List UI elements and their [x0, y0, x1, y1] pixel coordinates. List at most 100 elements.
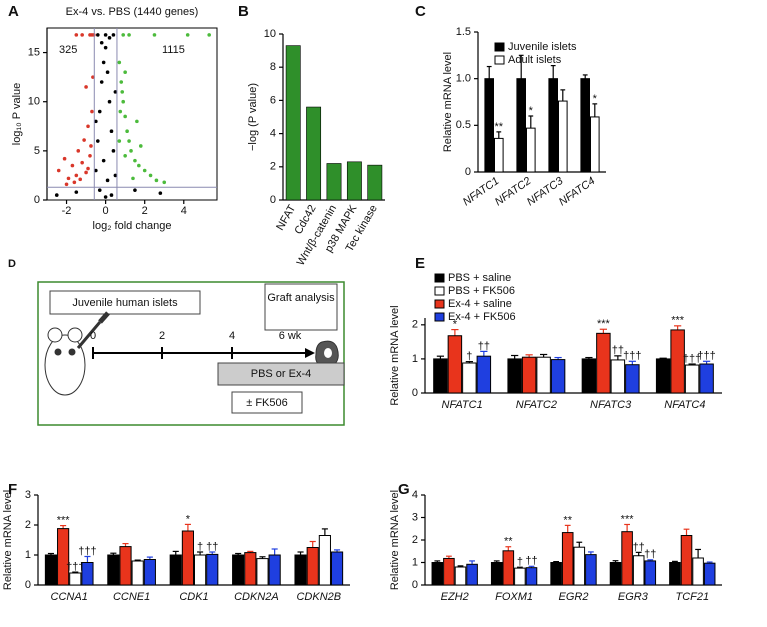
bar: [526, 127, 536, 173]
point: [113, 173, 118, 178]
point: [158, 191, 163, 195]
point: [96, 33, 100, 37]
point: [162, 180, 167, 185]
significance-label: *: [453, 318, 458, 330]
timeline-label: 4: [229, 330, 235, 342]
legend-label: Ex-4 + saline: [448, 298, 512, 310]
y-axis-label: Relative mRNA level: [2, 490, 14, 590]
point: [137, 163, 141, 168]
endpoint-box: [264, 283, 338, 331]
point: [152, 33, 157, 37]
point: [117, 60, 122, 65]
x-tick-label: 4: [181, 205, 187, 217]
timeline-label: 2: [159, 330, 165, 342]
point: [62, 156, 67, 161]
x-tick-label: EGR2: [559, 591, 589, 603]
point: [86, 166, 90, 171]
x-tick-label: CCNE1: [113, 591, 150, 603]
y-tick-label: 1.5: [456, 26, 471, 38]
point: [97, 109, 102, 114]
bar: [670, 329, 685, 394]
point: [94, 168, 98, 173]
y-tick-label: 10: [264, 28, 276, 40]
timeline-label: 0: [90, 330, 96, 342]
legend-label: PBS + saline: [448, 272, 511, 284]
legend-swatch: [434, 286, 445, 296]
graft-icon: [324, 348, 332, 358]
panel-label: A: [8, 3, 19, 20]
bar: [484, 78, 494, 173]
point: [127, 33, 131, 37]
bar: [703, 562, 716, 586]
y-tick-label: 1.0: [456, 73, 471, 85]
point: [56, 168, 61, 173]
legend-swatch: [494, 42, 505, 52]
bar: [462, 362, 477, 394]
point: [80, 160, 84, 165]
bar: [550, 562, 562, 586]
point: [111, 33, 116, 37]
bar: [632, 555, 645, 586]
point: [101, 60, 106, 65]
bar: [294, 554, 307, 586]
significance-label: ††: [525, 555, 537, 567]
point: [113, 90, 118, 94]
significance-label: ***: [57, 515, 71, 527]
panel-label: E: [415, 255, 425, 272]
bar: [692, 557, 704, 586]
significance-label: *: [593, 93, 598, 105]
bar: [169, 554, 182, 586]
bar: [306, 106, 322, 201]
y-tick-label: 0: [412, 387, 418, 399]
bar: [268, 554, 281, 586]
y-tick-label: 2: [270, 161, 276, 173]
y-tick-label: 5: [34, 145, 40, 157]
point: [84, 170, 88, 175]
x-tick-label: CDK1: [179, 591, 208, 603]
y-tick-label: 0: [465, 166, 471, 178]
bar: [256, 558, 269, 586]
point: [54, 193, 59, 197]
y-tick-label: 4: [412, 489, 418, 501]
x-tick-label: CDKN2A: [234, 591, 279, 603]
x-tick-label: NFATC4: [557, 175, 598, 208]
cotreatment-label: ± FK506: [246, 397, 288, 409]
point: [123, 114, 127, 119]
point: [129, 149, 133, 153]
bar: [81, 562, 94, 586]
significance-label: *: [529, 105, 534, 117]
legend-swatch: [434, 312, 445, 322]
point: [74, 190, 79, 194]
legend-label: Juvenile islets: [508, 41, 577, 53]
bar: [206, 553, 219, 586]
point: [80, 33, 84, 37]
y-tick-label: 2: [25, 519, 31, 531]
y-tick-label: 1: [412, 353, 418, 365]
panel-label: C: [415, 3, 426, 20]
bar: [580, 78, 591, 173]
bar: [516, 78, 527, 173]
bar: [131, 560, 144, 586]
bar: [621, 531, 633, 586]
panel-label: G: [398, 481, 410, 498]
treatment-label: PBS or Ex-4: [251, 368, 312, 380]
x-tick-label: EGR3: [618, 591, 649, 603]
point: [207, 33, 211, 37]
point: [74, 173, 79, 178]
y-axis-label: log₁₀ P value: [11, 83, 23, 146]
bar: [181, 530, 195, 586]
significance-label: †††: [623, 350, 641, 362]
point: [107, 36, 112, 40]
legend-label: Adult islets: [508, 54, 562, 66]
bar: [431, 562, 444, 586]
point: [109, 129, 114, 133]
point: [70, 163, 75, 168]
point: [90, 109, 94, 114]
y-tick-label: 8: [270, 61, 276, 73]
x-axis-label: log₂ fold change: [93, 220, 172, 232]
significance-label: ***: [671, 315, 685, 327]
significance-label: **: [563, 514, 572, 526]
bar: [244, 552, 257, 586]
cohort-label: Juvenile human islets: [72, 297, 178, 309]
x-tick-label: NFATC1: [442, 399, 483, 411]
